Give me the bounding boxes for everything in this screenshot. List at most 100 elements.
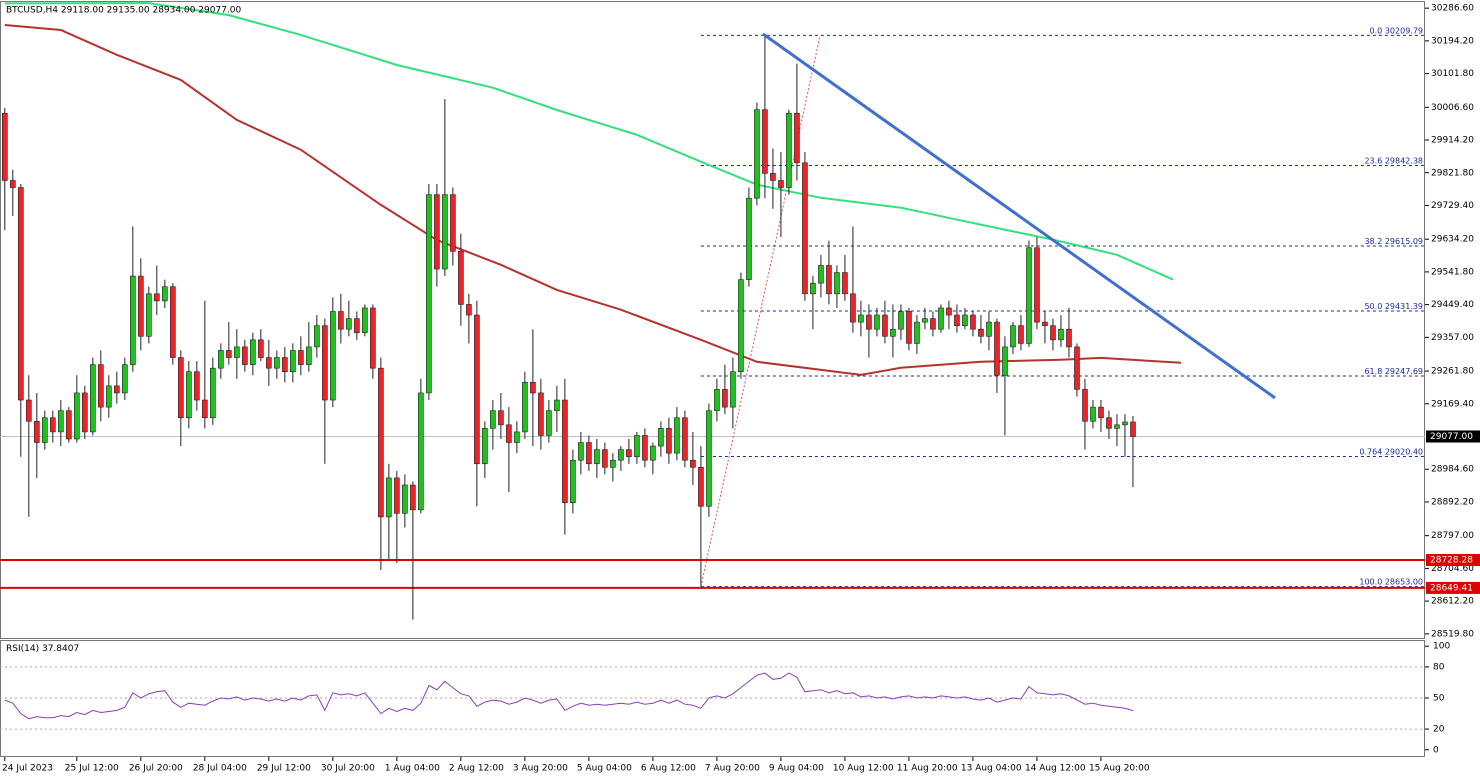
candle-body [274,357,280,369]
candle-body [858,314,864,323]
candle-body [106,385,112,408]
candle-body [426,194,432,394]
candle-body [74,392,80,440]
fib-level-price: 29247.69 [1385,367,1423,376]
candle-body [722,389,728,408]
fib-level-name: 61.8 [1364,367,1382,376]
y-tick-label: 29821.80 [1431,168,1474,178]
candle-body [986,321,992,337]
rsi-panel [0,640,1425,757]
fib-level-name: 0.0 [1370,26,1383,35]
candle-body [498,410,504,426]
candle-body [866,314,872,330]
x-tick-label: 30 Jul 20:00 [321,764,375,774]
fib-level-name: 50.0 [1364,302,1382,311]
candle-body [402,484,408,514]
fib-label: 61.8 29247.69 [1364,367,1423,376]
candle-body [138,275,144,337]
candle-body [802,162,808,295]
price-plot: 0.0 30209.79 23.6 29842.38 38.2 29615.09 50… [0,2,1425,620]
fib-label: 0.764 29020.40 [1359,447,1423,456]
candle-body [322,325,328,401]
candle-body [394,477,400,514]
candle-body [26,399,32,422]
moving-average [4,24,1182,376]
candle-body [330,311,336,401]
candle-body [346,318,352,330]
candle-body [762,109,768,174]
axes: BTCUSD,H4 29118.00 29135.00 28934.00 290… [2,4,1480,774]
candle-body [626,449,632,457]
candle-body [162,286,168,302]
x-tick-label: 2 Aug 12:00 [449,764,504,774]
x-tick-label: 26 Jul 20:00 [129,764,183,774]
y-tick-label: 30101.80 [1431,69,1474,79]
x-tick-label: 14 Aug 12:00 [1025,764,1086,774]
candle-body [58,410,64,433]
support-label: 28728.28 [1430,555,1473,565]
y-tick-label: 28704.60 [1431,564,1474,574]
candle-body [1082,389,1088,422]
candle-body [594,449,600,465]
candle-body [578,442,584,461]
candle-body [738,279,744,373]
fib-level-price: 29431.39 [1385,302,1423,311]
rsi-title: RSI(14) 37.8407 [6,644,79,654]
candle-body [746,197,752,280]
candle-body [922,318,928,323]
support-label: 28649.41 [1430,583,1473,593]
rsi-tick-label: 100 [1433,642,1450,652]
candle-body [434,194,440,270]
candle-body [1114,424,1120,429]
candle-body [450,194,456,252]
x-tick-label: 10 Aug 12:00 [833,764,894,774]
fib-level-name: 23.6 [1364,156,1382,165]
candle-body [826,265,832,295]
candle-body [570,459,576,504]
candle-body [154,293,160,302]
candle-body [354,318,360,334]
fib-label: 23.6 29842.38 [1364,156,1423,165]
candle-body [770,173,776,181]
candle-body [386,477,392,518]
candle-body [418,392,424,511]
candle-body [378,367,384,518]
candle-body [810,282,816,295]
candle-body [930,318,936,330]
fib-level-price: 30209.79 [1385,26,1423,35]
fib-label: 0.0 30209.79 [1370,26,1423,35]
candle-body [362,307,368,334]
candle-body [266,357,272,369]
candle-body [210,367,216,419]
y-tick-label: 28797.00 [1431,531,1474,541]
y-tick-label: 29541.80 [1431,267,1474,277]
candle-body [610,459,616,468]
x-tick-label: 9 Aug 04:00 [769,764,824,774]
candle-body [114,385,120,394]
candle-body [706,410,712,507]
candle-body [1034,247,1040,323]
candle-body [1098,406,1104,419]
y-tick-label: 28892.20 [1431,497,1474,507]
x-tick-label: 7 Aug 20:00 [705,764,760,774]
candle-body [554,399,560,411]
candle-body [562,399,568,504]
candle-body [66,410,72,440]
x-tick-label: 3 Aug 20:00 [513,764,568,774]
rsi-tick-label: 80 [1433,662,1445,672]
candle-body [522,382,528,433]
x-tick-label: 13 Aug 04:00 [961,764,1022,774]
candle-body [954,314,960,326]
candle-body [682,417,688,461]
candle-body [1058,328,1064,341]
fib-label: 38.2 29615.09 [1364,236,1423,245]
rsi-line [4,672,1134,720]
fib-level-name: 100.0 [1359,577,1382,586]
candle-body [714,389,720,411]
candle-body [466,304,472,316]
candle-body [690,459,696,468]
candle-body [618,449,624,461]
candle-body [850,293,856,323]
rsi-tick-label: 50 [1433,693,1445,703]
candle-body [490,410,496,429]
